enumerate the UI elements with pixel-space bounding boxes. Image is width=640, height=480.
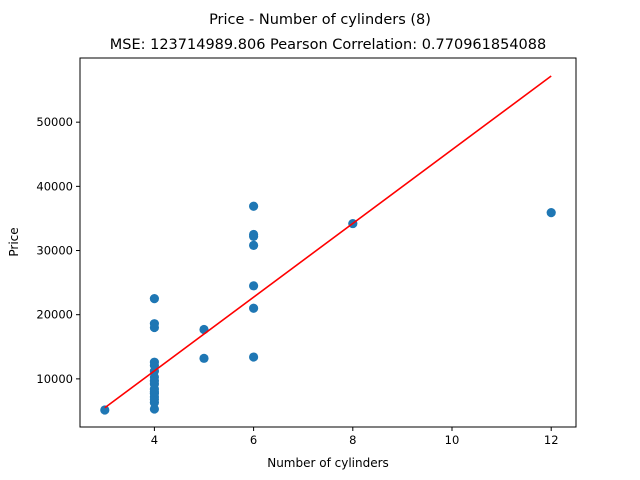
data-point bbox=[149, 294, 159, 304]
data-point bbox=[249, 281, 259, 291]
y-tick-label: 20000 bbox=[36, 308, 73, 322]
x-axis-label: Number of cylinders bbox=[267, 456, 389, 470]
y-tick-label: 50000 bbox=[36, 115, 73, 129]
data-point bbox=[249, 201, 259, 211]
data-point bbox=[249, 352, 259, 362]
y-tick-label: 40000 bbox=[36, 179, 73, 193]
data-point bbox=[100, 405, 110, 415]
data-point bbox=[149, 319, 159, 329]
data-point bbox=[199, 324, 209, 335]
x-tick-label: 12 bbox=[544, 433, 559, 447]
data-point bbox=[149, 404, 159, 414]
data-point bbox=[249, 229, 259, 240]
data-point bbox=[149, 357, 159, 367]
x-tick-label: 4 bbox=[151, 433, 158, 447]
data-point bbox=[249, 303, 259, 313]
x-tick-label: 6 bbox=[250, 433, 257, 447]
y-tick-label: 30000 bbox=[36, 244, 73, 258]
plot-frame bbox=[79, 57, 577, 428]
regression-line bbox=[104, 75, 552, 409]
x-tick-label: 10 bbox=[445, 433, 460, 447]
axis-ticks: 4 6 8 10 12 10000 20000 30000 40000 50000 bbox=[36, 115, 558, 447]
x-tick-label: 8 bbox=[349, 433, 356, 447]
data-point bbox=[546, 208, 556, 218]
chart-subtitle: MSE: 123714989.806 Pearson Correlation: … bbox=[110, 37, 547, 53]
y-tick-label: 10000 bbox=[36, 372, 73, 386]
data-marks bbox=[100, 75, 556, 415]
y-axis-label: Price bbox=[7, 227, 21, 256]
chart-title: Price - Number of cylinders (8) bbox=[209, 12, 431, 28]
data-point bbox=[199, 353, 209, 363]
data-point bbox=[249, 240, 259, 250]
